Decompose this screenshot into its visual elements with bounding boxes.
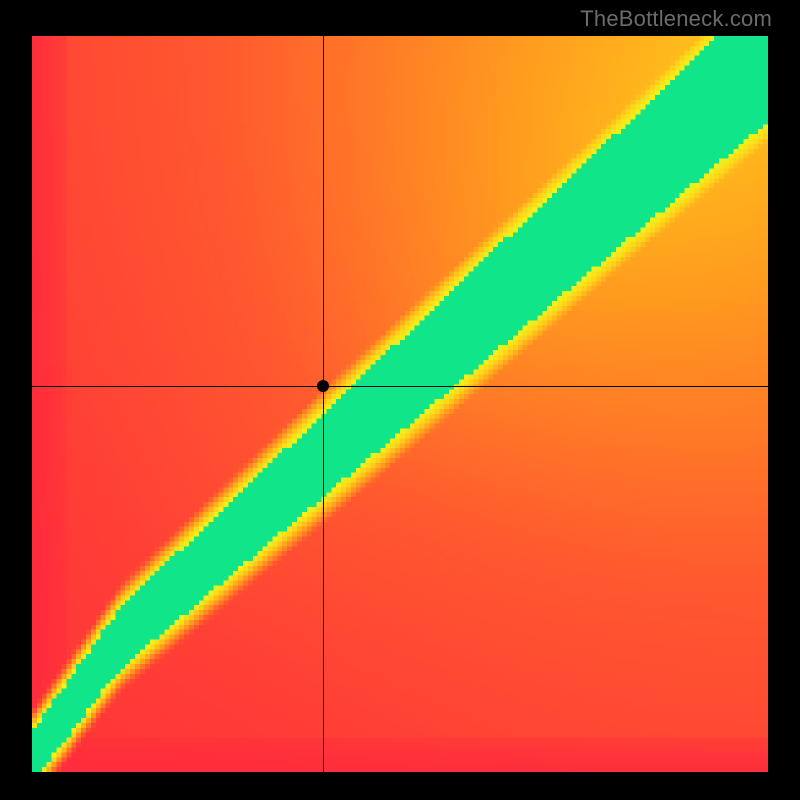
crosshair-vertical xyxy=(323,36,324,772)
crosshair-horizontal xyxy=(32,386,768,387)
heatmap-canvas xyxy=(32,36,768,772)
plot-area xyxy=(32,36,768,772)
chart-container: TheBottleneck.com xyxy=(0,0,800,800)
marker-dot xyxy=(317,380,329,392)
attribution-text: TheBottleneck.com xyxy=(580,6,772,32)
